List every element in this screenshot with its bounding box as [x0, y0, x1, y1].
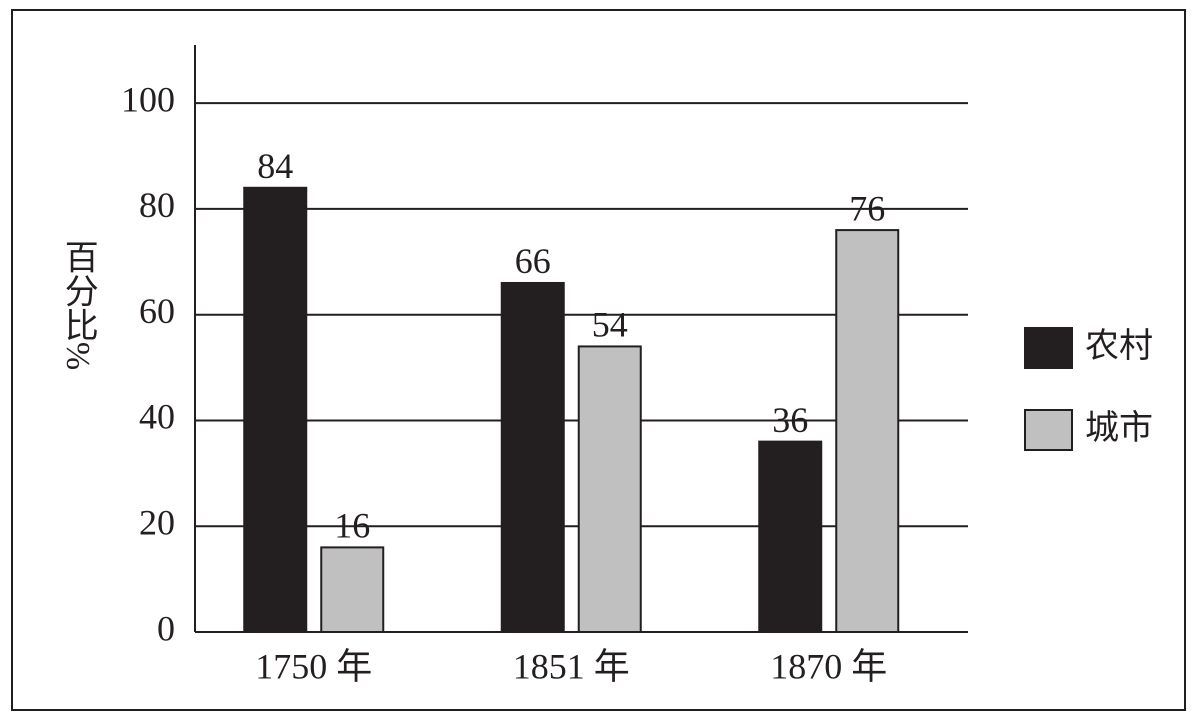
legend-swatch: [1024, 327, 1073, 369]
bar: [758, 440, 823, 633]
legend-swatch: [1024, 409, 1073, 451]
frame: [11, 9, 1186, 711]
y-tick-label: 20: [139, 502, 175, 542]
data-label: 54: [592, 305, 628, 345]
bar: [500, 281, 565, 633]
bar: [320, 546, 385, 633]
data-label: 76: [849, 188, 885, 228]
x-tick-label: 1870 年: [770, 646, 887, 686]
bar: [577, 345, 642, 633]
legend-label: 农村: [1085, 327, 1153, 365]
y-tick-label: 60: [139, 291, 175, 331]
y-axis-label: 百分比%: [59, 240, 97, 370]
x-tick-label: 1750 年: [255, 646, 372, 686]
data-label: 16: [334, 506, 370, 546]
legend-label: 城市: [1085, 409, 1153, 447]
y-tick-label: 0: [157, 608, 175, 648]
y-tick-label: 80: [139, 185, 175, 225]
bar: [835, 229, 900, 633]
y-tick-label: 40: [139, 397, 175, 437]
x-tick-label: 1851 年: [513, 646, 630, 686]
data-label: 36: [772, 400, 808, 440]
bar: [243, 186, 308, 633]
data-label: 84: [257, 146, 293, 186]
y-tick-label: 100: [121, 79, 175, 119]
data-label: 66: [515, 241, 551, 281]
